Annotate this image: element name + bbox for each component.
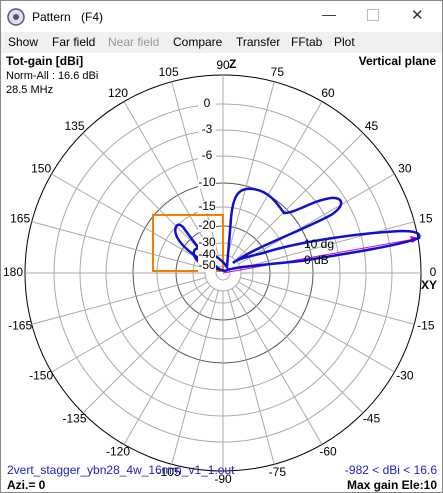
ring-label-bg	[198, 237, 216, 249]
z-axis-label: Z	[229, 57, 236, 71]
ring-label: -10	[198, 175, 216, 189]
angle-label: 60	[321, 86, 335, 100]
marker-level: 0 dB	[304, 253, 329, 267]
ring-label: -15	[198, 199, 216, 213]
radial-line	[171, 290, 219, 465]
radiation-pattern	[174, 187, 421, 273]
menu-bar: Show Far field Near field Compare Transf…	[1, 32, 442, 53]
angle-label: 30	[398, 162, 412, 176]
menu-item: Near field	[108, 35, 160, 49]
ring-label-bg	[198, 124, 216, 136]
radial-line	[235, 285, 364, 414]
ring-label: -20	[198, 218, 216, 232]
radial-line	[31, 277, 206, 325]
frequency-label: 28.5 MHz	[6, 84, 53, 96]
quantity-label: Tot-gain [dBi]	[6, 54, 83, 68]
minimize-button[interactable]: —	[322, 6, 336, 22]
angle-label: -60	[319, 444, 337, 458]
angle-label: 105	[159, 65, 179, 79]
radial-line	[227, 81, 275, 256]
ring-label: -50	[198, 258, 216, 272]
menu-item[interactable]: Compare	[173, 35, 223, 49]
azimuth-label: Azi.= 0	[7, 478, 46, 492]
radial-line	[82, 132, 211, 261]
ring-label-bg	[198, 260, 216, 272]
radial-line	[240, 277, 415, 325]
radial-line	[231, 288, 323, 445]
angle-label: -165	[8, 319, 32, 333]
menu-item[interactable]: Show	[8, 35, 39, 49]
angle-label: -30	[396, 369, 414, 383]
plane-label: Vertical plane	[359, 54, 437, 68]
ring-label-bg	[198, 249, 216, 261]
gain-range: -982 < dBi < 16.6	[345, 463, 437, 477]
menu-item[interactable]: Transfer	[236, 35, 281, 49]
angle-label: -150	[29, 369, 53, 383]
menu-item[interactable]: Far field	[52, 35, 96, 49]
radial-line	[123, 288, 215, 445]
angle-label: 150	[31, 162, 51, 176]
ring-label-bg	[198, 98, 216, 110]
angle-label: -75	[269, 465, 287, 479]
angle-label: -45	[363, 412, 381, 426]
zoom-box	[152, 214, 224, 272]
max-gain-line	[222, 238, 416, 274]
window-shortcut: (F4)	[81, 10, 103, 24]
angle-label: 45	[365, 119, 379, 133]
angle-label: 120	[108, 86, 128, 100]
radial-line	[231, 101, 323, 258]
ring-label-bg	[198, 201, 216, 213]
angle-label: 15	[419, 212, 433, 226]
angle-label: 90	[216, 58, 230, 72]
radial-line	[51, 173, 208, 265]
xy-axis-label: XY	[421, 278, 437, 292]
ring-label-bg	[198, 150, 216, 162]
menu-item[interactable]: Plot	[334, 35, 355, 49]
angle-label: 135	[64, 119, 84, 133]
radial-line	[82, 285, 211, 414]
angle-label: -105	[157, 465, 181, 479]
angle-label: -135	[62, 412, 86, 426]
ring-label: 0	[204, 96, 211, 110]
ring-label-bg	[198, 220, 216, 232]
menu-item[interactable]: FFtab	[291, 35, 323, 49]
maximize-button[interactable]	[367, 9, 379, 21]
ring-label: -30	[198, 235, 216, 249]
grid: 90105120135150165180-165-150-135-120-105…	[3, 58, 437, 486]
radial-line	[227, 290, 275, 465]
ring-label: -6	[202, 148, 213, 162]
angle-label: 165	[10, 212, 30, 226]
radial-line	[238, 281, 395, 373]
title-bar: Pattern (F4) — ✕	[1, 1, 442, 32]
radial-line	[235, 132, 364, 261]
radial-line	[240, 221, 415, 269]
polar-plot: 90105120135150165180-165-150-135-120-105…	[3, 54, 437, 492]
close-button[interactable]: ✕	[411, 7, 424, 24]
angle-label: -15	[417, 319, 435, 333]
ring-label-bg	[198, 177, 216, 189]
radial-line	[51, 281, 208, 373]
angle-label: 180	[3, 265, 23, 279]
radial-line	[238, 173, 395, 265]
file-name: 2vert_stagger_ybn28_4w_16mm_v1_1.out	[7, 463, 235, 477]
normalization-label: Norm-All : 16.6 dBi	[6, 70, 98, 82]
window-title: Pattern	[32, 10, 71, 24]
ring-label: -3	[202, 122, 213, 136]
ring-label: -40	[198, 247, 216, 261]
radial-line	[31, 221, 206, 269]
angle-label: 75	[271, 65, 285, 79]
marker-angle: 10 dg	[304, 237, 334, 251]
max-gain-label: Max gain Ele:10	[347, 478, 437, 492]
angle-label: -120	[106, 444, 130, 458]
angle-label: -90	[214, 472, 232, 486]
angle-label: 0	[430, 265, 437, 279]
app-icon	[7, 8, 25, 26]
